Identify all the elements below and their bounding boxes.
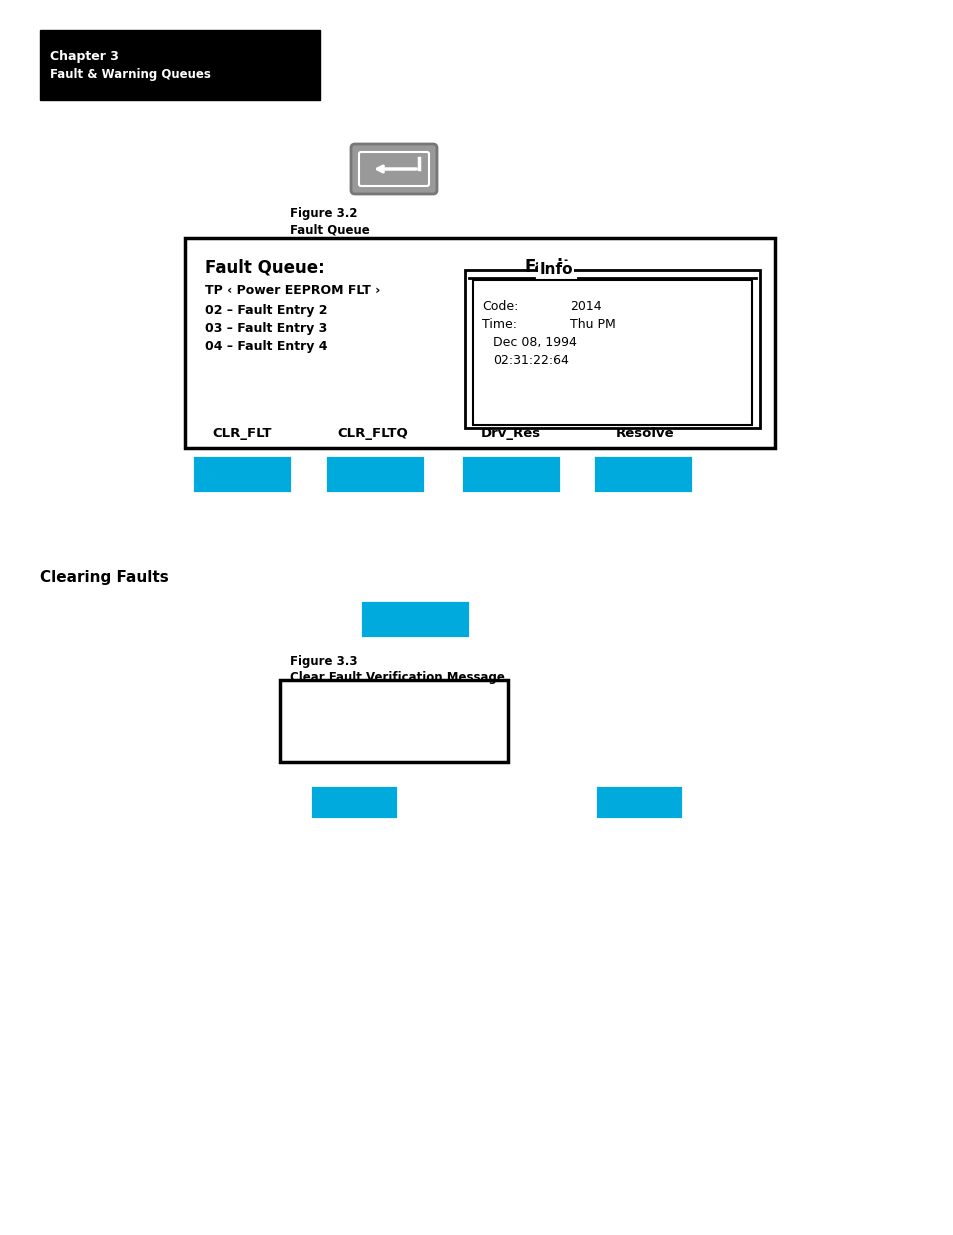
Bar (460, 454, 560, 493)
Text: Fault & Warning Queues: Fault & Warning Queues (50, 68, 211, 82)
Text: Chapter 3: Chapter 3 (50, 49, 119, 63)
Text: 03 – Fault Entry 3: 03 – Fault Entry 3 (205, 322, 327, 335)
FancyBboxPatch shape (351, 144, 436, 194)
Bar (40, 30, 319, 100)
Text: Resolve: Resolve (615, 427, 674, 440)
Bar (359, 600, 470, 638)
Text: Fault Queue:: Fault Queue: (205, 258, 324, 275)
Text: Figure 3.2: Figure 3.2 (290, 207, 357, 220)
Bar (593, 454, 692, 493)
Text: Fault: Fault (524, 258, 571, 275)
Bar (464, 270, 760, 429)
Bar (192, 454, 292, 493)
Bar (185, 238, 774, 448)
Bar (473, 280, 751, 425)
Text: 02:31:22:64: 02:31:22:64 (493, 354, 568, 367)
Text: Code:: Code: (481, 300, 517, 312)
Bar (310, 785, 397, 819)
Text: Clearing Faults: Clearing Faults (40, 571, 169, 585)
Text: 02 – Fault Entry 2: 02 – Fault Entry 2 (205, 304, 327, 317)
Text: TP ‹ Power EEPROM FLT ›: TP ‹ Power EEPROM FLT › (205, 284, 380, 296)
Text: Clear Fault Verification Message: Clear Fault Verification Message (290, 671, 504, 684)
Text: Fault Queue: Fault Queue (290, 224, 370, 236)
Bar (280, 680, 507, 762)
Text: CLR_FLTQ: CLR_FLTQ (337, 427, 408, 440)
Text: Drv_Res: Drv_Res (480, 427, 540, 440)
Text: Thu PM: Thu PM (569, 317, 615, 331)
Text: Info: Info (538, 262, 572, 277)
Text: Dec 08, 1994: Dec 08, 1994 (493, 336, 577, 350)
Text: 04 – Fault Entry 4: 04 – Fault Entry 4 (205, 340, 327, 353)
Text: Figure 3.3: Figure 3.3 (290, 655, 357, 668)
Bar (595, 785, 682, 819)
Bar (325, 454, 424, 493)
Text: Time:: Time: (481, 317, 517, 331)
Text: CLR_FLT: CLR_FLT (212, 427, 272, 440)
Text: 2014: 2014 (569, 300, 601, 312)
